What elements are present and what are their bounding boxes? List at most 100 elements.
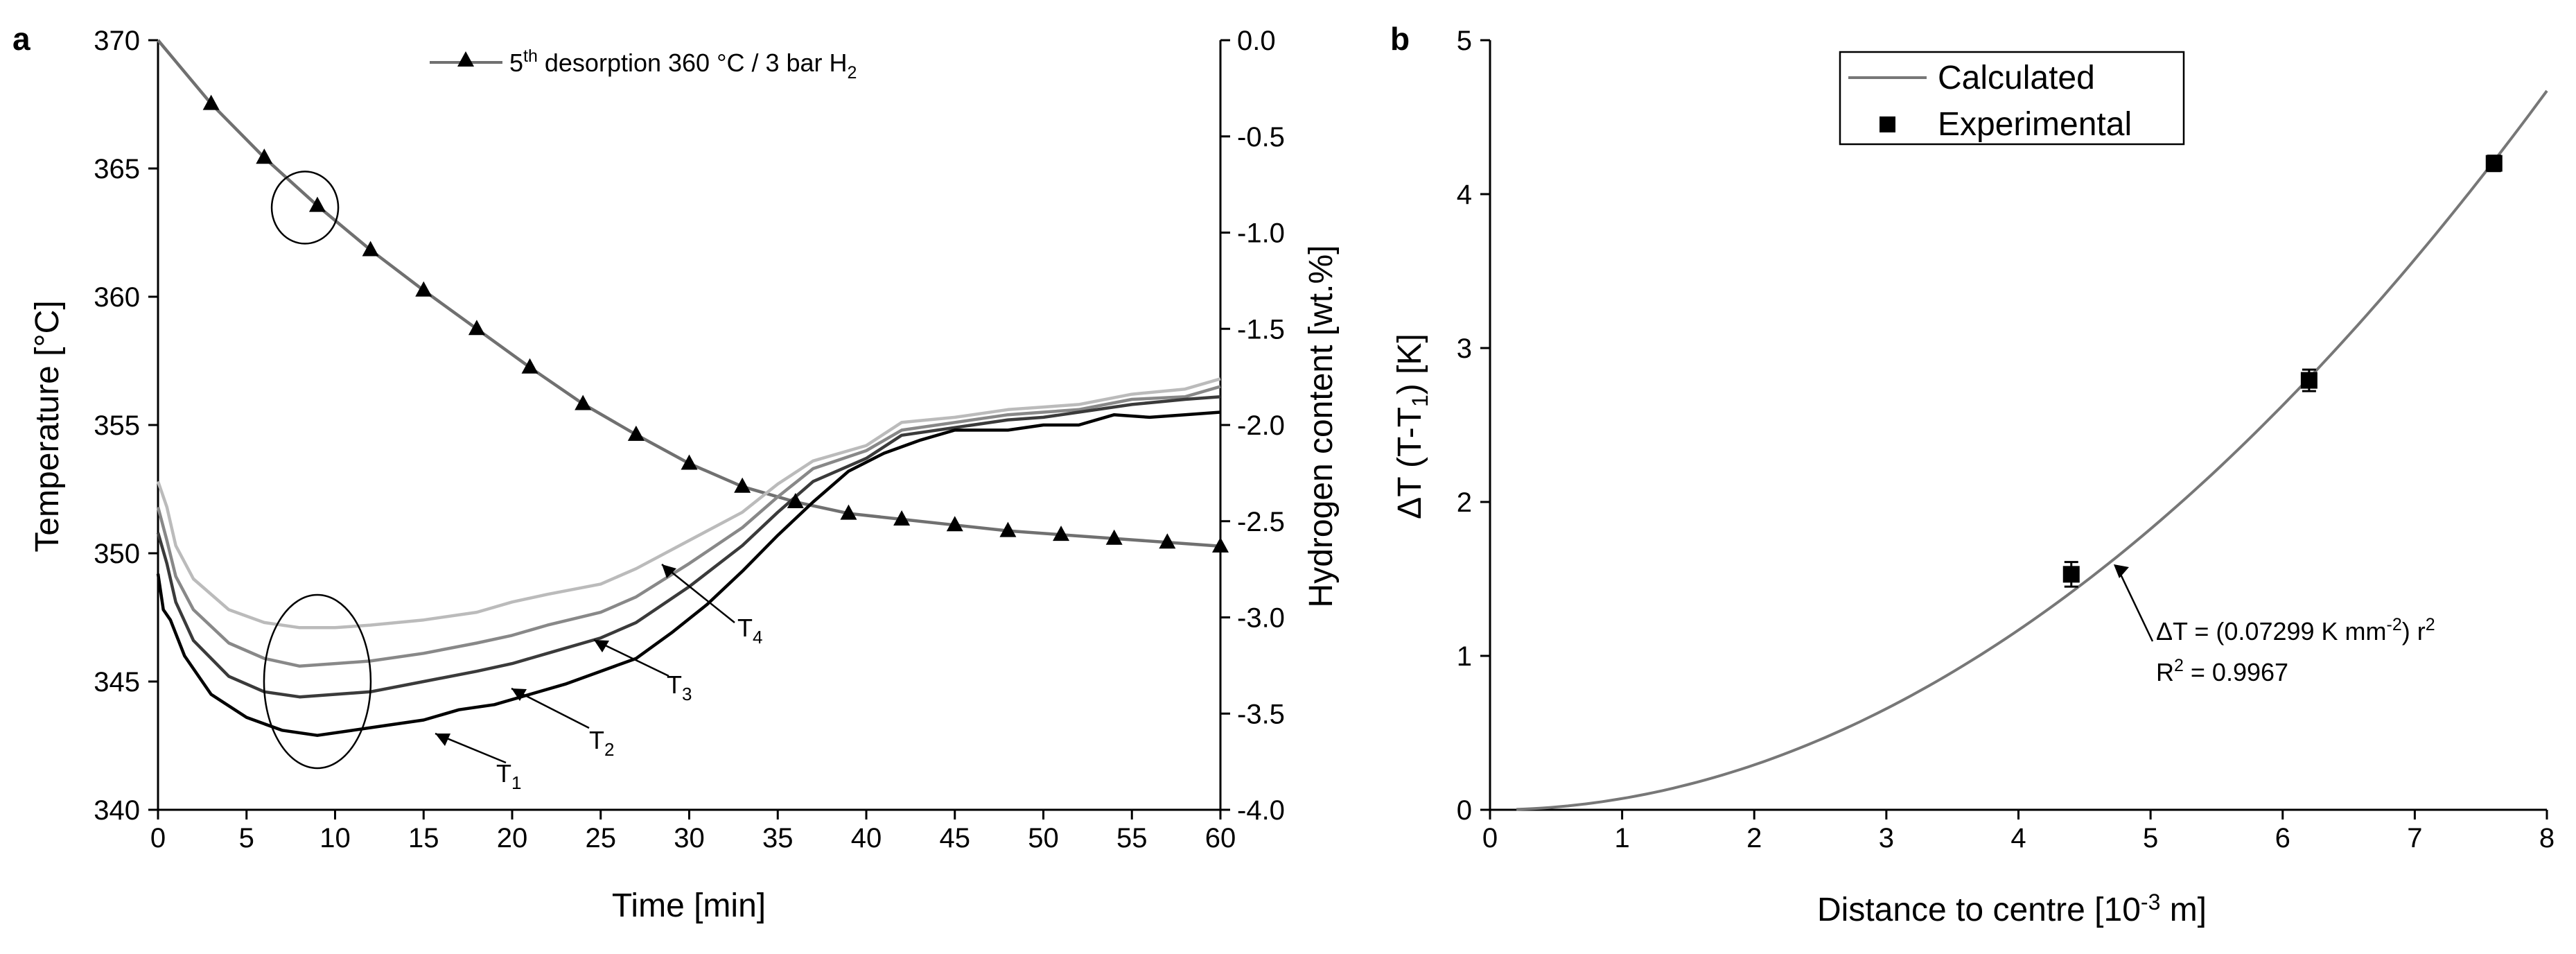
panel-b-y-tick-label: 0 [1457,795,1472,826]
series-line-t2 [156,395,1221,699]
panel-a-x-tick-label: 5 [239,823,254,853]
panel-b-x-tick-label: 8 [2539,823,2555,853]
panel-a-y-tick-label: 370 [94,26,140,56]
legend-triangle-icon [457,51,474,67]
hydrogen-marker [1159,533,1176,549]
panel-a-y2-tick-label: -1.0 [1237,218,1285,249]
series-label-t1: T1 [435,732,521,793]
panel-a-ylabel: Temperature [°C] [29,300,66,552]
series-line-hydrogen [157,39,1221,548]
panel-a-y-tick-label: 350 [94,539,140,569]
fit-annotation: ΔT = (0.07299 K mm-2) r2 R2 = 0.9967 [2113,564,2435,686]
panel-a-x-tick-label: 40 [851,823,882,853]
panel-b-ticks: 0 1 2 3 4 5 6 7 8 0 1 2 3 4 5 [1457,26,2555,853]
panel-a-y2-tick-label: -4.0 [1237,795,1285,826]
hydrogen-marker [575,394,592,410]
panel-a-x-tick-label: 55 [1116,823,1148,853]
panel-a-x-tick-label: 20 [497,823,528,853]
hydrogen-marker [946,516,963,532]
fit-r-squared: R2 = 0.9967 [2156,656,2288,686]
panel-a-x-tick-label: 30 [674,823,705,853]
panel-a-x-tick-label: 15 [408,823,439,853]
panel-b-y-tick-label: 3 [1457,333,1472,364]
panel-a-xlabel: Time [min] [612,887,766,924]
series-label-t4: T4 [661,564,762,648]
panel-a-series [156,39,1221,737]
experimental-point [2300,372,2317,389]
panel-a-markers [202,94,1229,553]
panel-a-label: a [12,21,30,57]
hydrogen-marker [999,521,1017,537]
hydrogen-marker [734,477,751,493]
series-label-t2: T2 [511,687,614,760]
panel-a-y-tick-label: 340 [94,795,140,826]
temperature-minimum-circle [263,593,372,770]
hydrogen-highlight-circle [270,171,340,245]
panel-b-x-tick-label: 2 [1746,823,1762,853]
hydrogen-marker [256,148,273,164]
panel-a-y-tick-label: 345 [94,667,140,697]
panel-a-y-tick-label: 360 [94,282,140,313]
panel-b-y-tick-label: 5 [1457,26,1472,56]
panel-a-x-tick-label: 45 [940,823,971,853]
panel-a-x-tick-label: 35 [762,823,794,853]
panel-b-x-tick-label: 4 [2010,823,2026,853]
panel-a-x-tick-label: 50 [1028,823,1059,853]
experimental-point [2485,155,2503,172]
panel-b: b 0 1 2 3 4 5 6 7 8 0 1 2 3 4 5 Calculated Experimenta… [1390,21,2555,928]
hydrogen-marker [415,281,432,297]
panel-b-label: b [1390,21,1410,57]
t4-label: T4 [737,614,762,648]
panel-b-y-tick-label: 2 [1457,487,1472,518]
t2-label: T2 [589,726,614,760]
panel-a-y2-tick-label: -2.5 [1237,507,1285,537]
hydrogen-marker [681,454,698,470]
panel-a-x-tick-label: 25 [586,823,617,853]
panel-b-x-tick-label: 1 [1615,823,1630,853]
panel-b-calculated-curve [1516,89,2548,811]
fit-annotation-arrowhead [2113,564,2129,579]
panel-b-x-tick-label: 0 [1482,823,1498,853]
panel-a: a 0 5 10 15 20 25 30 35 40 45 50 55 60 340 345 350 355 36… [12,21,1340,924]
panel-a-x-tick-label: 60 [1205,823,1236,853]
hydrogen-marker [893,510,911,526]
series-line-t1 [156,410,1221,737]
panel-a-y2-tick-label: -3.5 [1237,699,1285,729]
hydrogen-marker [1105,529,1123,545]
panel-a-y2-tick-label: -0.5 [1237,122,1285,153]
experimental-point [2062,566,2080,583]
hydrogen-marker [521,358,538,374]
panel-b-x-tick-label: 5 [2143,823,2158,853]
hydrogen-marker [787,493,804,508]
panel-b-legend: Calculated Experimental [1839,51,2185,146]
legend-box [1839,51,2185,146]
panel-b-x-tick-label: 7 [2407,823,2422,853]
legend-label-experimental: Experimental [1938,106,2132,143]
fit-equation: ΔT = (0.07299 K mm-2) r2 [2156,615,2435,645]
hydrogen-marker [468,320,485,336]
panel-b-experimental-points [2062,155,2503,588]
t1-label: T1 [496,759,521,793]
hydrogen-marker [308,196,326,212]
panel-a-legend: 5th desorption 360 °C / 3 bar H2 [430,46,857,83]
hydrogen-marker [627,425,645,441]
fit-annotation-arrow [2117,568,2154,642]
legend-label-hydrogen: 5th desorption 360 °C / 3 bar H2 [509,46,857,83]
hydrogen-marker [362,241,379,257]
panel-b-x-tick-label: 6 [2275,823,2290,853]
hydrogen-marker [1212,537,1229,553]
panel-a-y2-tick-label: -2.0 [1237,410,1285,441]
panel-b-xlabel: Distance to centre [10-3 m] [1817,890,2207,928]
panel-a-x-tick-label: 10 [319,823,351,853]
series-line-t4 [156,377,1221,630]
hydrogen-marker [840,504,857,520]
panel-a-y-tick-label: 365 [94,154,140,184]
panel-b-y-tick-label: 4 [1457,180,1472,210]
panel-a-y2-tick-label: -1.5 [1237,314,1285,345]
hydrogen-marker [1053,526,1070,541]
t3-label: T3 [667,670,692,704]
series-label-t3: T3 [593,639,692,704]
panel-b-y-tick-label: 1 [1457,641,1472,672]
series-line-t3 [156,385,1221,668]
